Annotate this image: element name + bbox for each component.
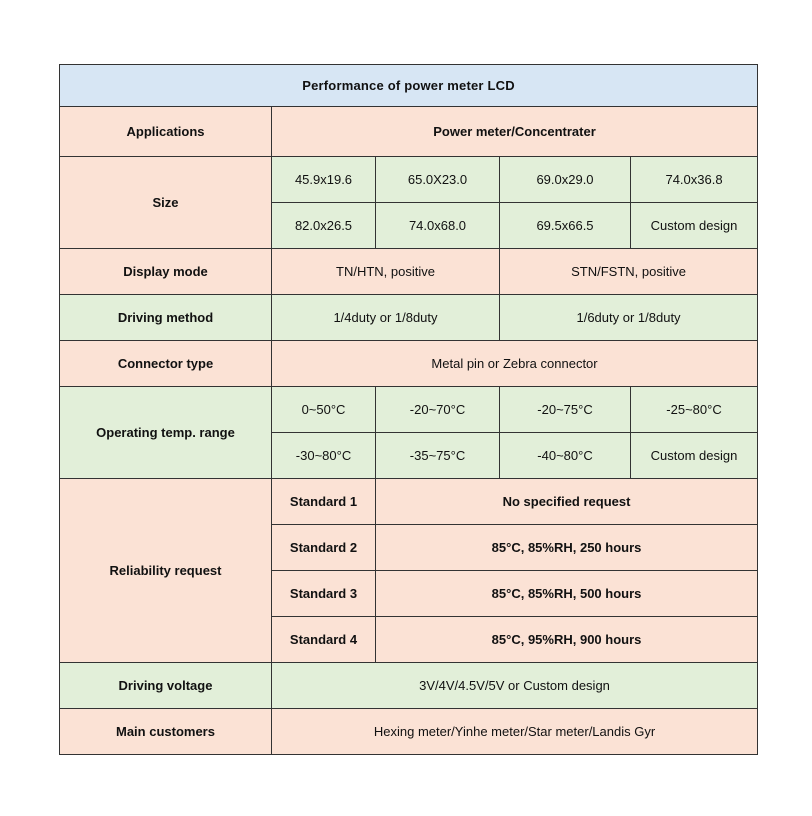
reliability-label: Reliability request bbox=[59, 478, 272, 663]
operating-temp-cell: -30~80°C bbox=[271, 432, 376, 479]
page-title: Performance of power meter LCD bbox=[58, 64, 759, 107]
driving-voltage-row: Driving voltage 3V/4V/4.5V/5V or Custom … bbox=[59, 662, 759, 709]
size-row-2: 82.0x26.5 74.0x68.0 69.5x66.5 Custom des… bbox=[60, 202, 759, 249]
display-mode-value: STN/FSTN, positive bbox=[498, 248, 759, 295]
operating-temp-cell: -20~75°C bbox=[499, 386, 631, 433]
size-cell: 74.0x36.8 bbox=[629, 156, 759, 203]
reliability-standard: Standard 2 bbox=[271, 524, 376, 571]
display-mode-value: TN/HTN, positive bbox=[271, 248, 500, 295]
operating-temp-row-1: Operating temp. range 0~50°C -20~70°C -2… bbox=[59, 386, 759, 479]
reliability-value: 85°C, 85%RH, 250 hours bbox=[374, 524, 759, 571]
driving-method-row: Driving method 1/4duty or 1/8duty 1/6dut… bbox=[59, 294, 759, 341]
operating-temp-row-2: -30~80°C -35~75°C -40~80°C Custom design bbox=[60, 432, 759, 479]
size-cell: 45.9x19.6 bbox=[271, 156, 376, 203]
reliability-row-1: Reliability request Standard 1 No specif… bbox=[59, 478, 759, 663]
reliability-row-4: Standard 4 85°C, 95%RH, 900 hours bbox=[60, 616, 759, 663]
main-customers-row: Main customers Hexing meter/Yinhe meter/… bbox=[59, 708, 759, 755]
operating-temp-cell: -35~75°C bbox=[375, 432, 500, 479]
applications-row: Applications Power meter/Concentrater bbox=[59, 106, 759, 157]
size-cell: 65.0X23.0 bbox=[375, 156, 500, 203]
main-customers-label: Main customers bbox=[59, 708, 272, 755]
driving-voltage-label: Driving voltage bbox=[59, 662, 272, 709]
size-cell: 69.5x66.5 bbox=[499, 202, 631, 249]
size-cell: 74.0x68.0 bbox=[375, 202, 500, 249]
connector-type-value: Metal pin or Zebra connector bbox=[270, 340, 759, 387]
size-label: Size bbox=[59, 156, 272, 249]
reliability-value: 85°C, 95%RH, 900 hours bbox=[374, 616, 759, 663]
size-row-1: Size 45.9x19.6 65.0X23.0 69.0x29.0 74.0x… bbox=[59, 156, 759, 249]
spec-table: Performance of power meter LCD Applicati… bbox=[58, 64, 759, 755]
applications-value: Power meter/Concentrater bbox=[270, 106, 759, 157]
reliability-standard: Standard 4 bbox=[271, 616, 376, 663]
reliability-value: No specified request bbox=[374, 478, 759, 525]
main-customers-value: Hexing meter/Yinhe meter/Star meter/Land… bbox=[270, 708, 759, 755]
title-row: Performance of power meter LCD bbox=[58, 64, 759, 107]
size-cell: 82.0x26.5 bbox=[271, 202, 376, 249]
reliability-row-2: Standard 2 85°C, 85%RH, 250 hours bbox=[60, 524, 759, 571]
operating-temp-cell: -40~80°C bbox=[499, 432, 631, 479]
driving-voltage-value: 3V/4V/4.5V/5V or Custom design bbox=[270, 662, 759, 709]
display-mode-row: Display mode TN/HTN, positive STN/FSTN, … bbox=[59, 248, 759, 295]
operating-temp-label: Operating temp. range bbox=[59, 386, 272, 479]
operating-temp-cell: 0~50°C bbox=[271, 386, 376, 433]
operating-temp-cell: -25~80°C bbox=[629, 386, 759, 433]
driving-method-value: 1/4duty or 1/8duty bbox=[271, 294, 500, 341]
reliability-standard: Standard 3 bbox=[271, 570, 376, 617]
applications-label: Applications bbox=[59, 106, 272, 157]
reliability-value: 85°C, 85%RH, 500 hours bbox=[374, 570, 759, 617]
driving-method-value: 1/6duty or 1/8duty bbox=[498, 294, 759, 341]
size-cell: 69.0x29.0 bbox=[499, 156, 631, 203]
reliability-standard: Standard 1 bbox=[271, 478, 376, 525]
connector-type-row: Connector type Metal pin or Zebra connec… bbox=[59, 340, 759, 387]
reliability-row-3: Standard 3 85°C, 85%RH, 500 hours bbox=[60, 570, 759, 617]
operating-temp-cell: -20~70°C bbox=[375, 386, 500, 433]
size-cell: Custom design bbox=[629, 202, 759, 249]
operating-temp-cell: Custom design bbox=[629, 432, 759, 479]
driving-method-label: Driving method bbox=[59, 294, 272, 341]
display-mode-label: Display mode bbox=[59, 248, 272, 295]
connector-type-label: Connector type bbox=[59, 340, 272, 387]
